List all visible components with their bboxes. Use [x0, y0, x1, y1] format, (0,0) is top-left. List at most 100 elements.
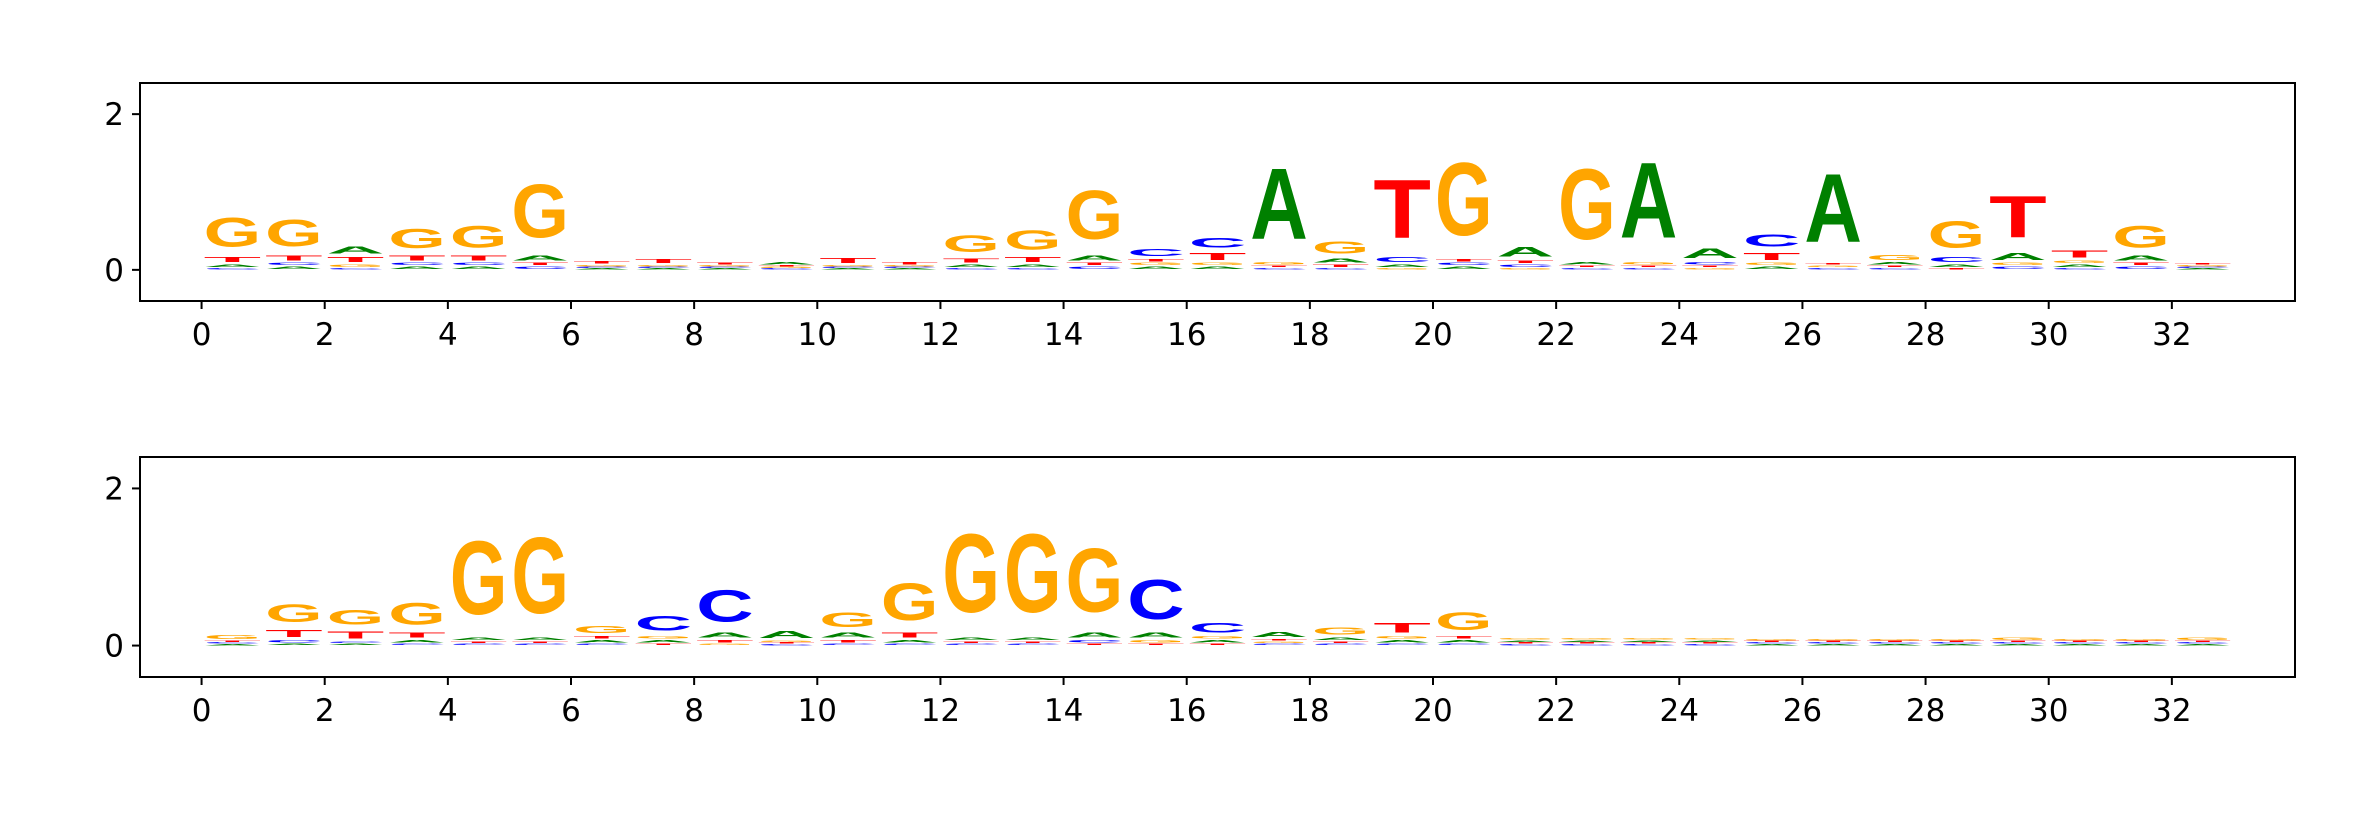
logo-letter: C: [265, 639, 323, 643]
logo-letter: C: [2174, 642, 2232, 644]
logo-letter: G: [388, 223, 446, 254]
logo-letter: C: [1620, 268, 1678, 270]
logo-letter: C: [1373, 256, 1431, 264]
x-tick-label: 18: [1290, 693, 1329, 729]
logo-letter: A: [1989, 251, 2047, 263]
logo-letter: T: [2174, 641, 2232, 643]
logo-letter: C: [1373, 643, 1431, 645]
logo-letter: C: [2051, 642, 2109, 644]
logo-letter: A: [573, 268, 631, 270]
logo-letter: G: [1189, 635, 1247, 639]
logo-letter: A: [1312, 257, 1370, 263]
logo-letter: A: [1497, 244, 1555, 260]
logo-letter: A: [511, 254, 569, 262]
logo-letter: G: [1435, 142, 1493, 258]
logo-letter: G: [1743, 639, 1801, 641]
logo-letter: G: [1127, 639, 1185, 643]
logo-letter: T: [1743, 641, 1801, 643]
logo-letter: A: [1866, 261, 1924, 265]
logo-letter: C: [881, 267, 939, 269]
logo-letter: G: [1620, 261, 1678, 265]
logo-letter: T: [942, 257, 1000, 263]
logo-letter: C: [1928, 256, 1986, 264]
logo-letter: C: [1866, 268, 1924, 270]
logo-letter: G: [881, 265, 939, 267]
x-tick-label: 14: [1044, 317, 1083, 353]
logo-letter: T: [635, 643, 693, 645]
logo-letter: A: [2051, 644, 2109, 646]
logo-letter: C: [758, 268, 816, 270]
logo-letter: C: [1989, 266, 2047, 270]
logo-letter: A: [2174, 268, 2232, 270]
logo-letter: G: [450, 520, 508, 637]
x-tick-label: 2: [315, 693, 335, 729]
logo-letter: C: [327, 641, 385, 643]
logo-letter: A: [1250, 149, 1308, 261]
x-tick-label: 16: [1167, 317, 1206, 353]
logo-letter: A: [1558, 640, 1616, 642]
logo-letter: G: [388, 597, 446, 632]
logo-letter: C: [204, 642, 262, 644]
x-tick-label: 6: [561, 693, 581, 729]
logo-letter: A: [327, 643, 385, 645]
logo-letter: G: [1681, 638, 1739, 640]
logo-letter: G: [2051, 260, 2109, 264]
logo-letter: T: [1066, 643, 1124, 645]
logo-letter: A: [327, 244, 385, 256]
logo-letter: A: [1804, 644, 1862, 646]
logo-letter: T: [1127, 643, 1185, 645]
logo-letter: C: [573, 267, 631, 269]
logo-letter: G: [1928, 214, 1986, 256]
logo-letter: T: [1558, 265, 1616, 267]
logo-letter: T: [1866, 641, 1924, 643]
logo-letter: A: [1004, 264, 1062, 268]
logo-letter: G: [1558, 638, 1616, 640]
logo-letter: G: [2051, 639, 2109, 641]
logo-letter: C: [1620, 644, 1678, 646]
logo-letter: A: [1373, 639, 1431, 643]
logo-letter: G: [1250, 641, 1308, 643]
panel: ACTGACTGACTGCATGCTAGCTAGCATGTAGCGTACCTGA…: [204, 512, 2232, 646]
x-tick-label: 24: [1660, 693, 1699, 729]
logo-letter: C: [696, 580, 754, 631]
logo-letter: G: [1312, 238, 1370, 257]
logo-letter: C: [942, 268, 1000, 270]
logo-letter: C: [1127, 569, 1185, 632]
logo-letter: G: [696, 265, 754, 267]
logo-letter: A: [1928, 264, 1986, 268]
logo-letter: G: [2112, 220, 2170, 255]
logo-letter: G: [942, 230, 1000, 257]
logo-letter: A: [2174, 644, 2232, 646]
logo-letter: T: [1373, 620, 1431, 636]
logo-letter: G: [1497, 268, 1555, 270]
logo-letter: G: [511, 168, 569, 253]
logo-letter: A: [881, 268, 939, 270]
logo-letter: C: [1004, 643, 1062, 645]
x-tick-label: 16: [1167, 693, 1206, 729]
logo-letter: G: [1435, 608, 1493, 636]
logo-letter: T: [204, 256, 262, 264]
logo-letter: T: [1127, 258, 1185, 262]
logo-letter: A: [1743, 266, 1801, 270]
logo-letter: T: [1004, 256, 1062, 264]
logo-letter: C: [450, 262, 508, 266]
logo-letter: C: [2174, 267, 2232, 269]
logo-letter: C: [1743, 231, 1801, 250]
logo-letter: C: [758, 644, 816, 646]
logo-letter: T: [1373, 162, 1431, 256]
logo-letter: A: [1373, 264, 1431, 268]
logo-letter: G: [265, 212, 323, 254]
logo-letter: G: [819, 608, 877, 632]
logo-letter: A: [573, 639, 631, 643]
logo-letter: C: [2112, 266, 2170, 270]
logo-letter: C: [511, 266, 569, 270]
logo-letter: A: [1066, 254, 1124, 262]
x-tick-label: 28: [1906, 317, 1945, 353]
logo-letter: A: [819, 268, 877, 270]
logo-letter: G: [1989, 262, 2047, 266]
logo-letter: T: [758, 265, 816, 267]
logo-letter: T: [1866, 265, 1924, 267]
logo-letter: C: [1804, 642, 1862, 644]
logo-letter: A: [450, 637, 508, 641]
logo-letter: G: [573, 624, 631, 636]
